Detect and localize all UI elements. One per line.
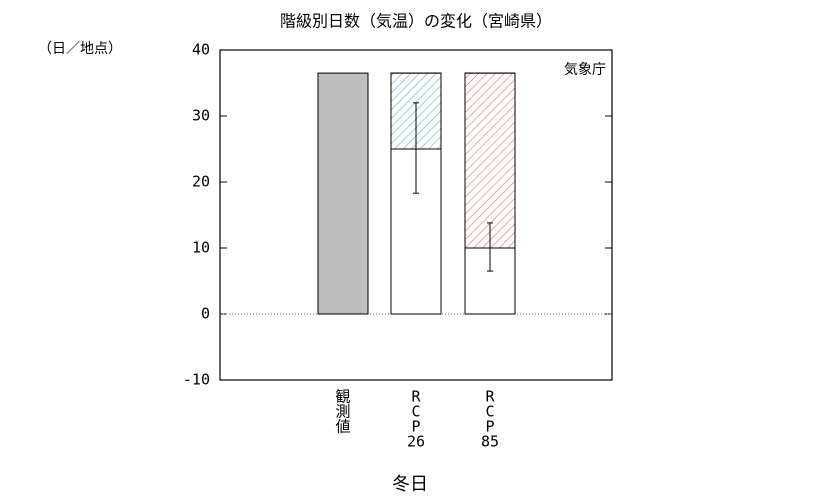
x-tick-label: 値: [335, 418, 350, 436]
x-tick-label: P: [485, 418, 494, 436]
y-tick-label: 30: [192, 107, 210, 125]
y-tick-label: -10: [183, 371, 210, 389]
x-tick-label: C: [485, 403, 494, 421]
plot-frame: [219, 49, 613, 381]
x-tick-label: 観: [335, 388, 350, 406]
annotation: 気象庁: [564, 62, 606, 78]
chart-title: 階級別日数（気温）の変化（宮崎県）: [280, 12, 552, 31]
y-tick-label: 0: [201, 305, 210, 323]
x-axis-label: 冬日: [392, 474, 428, 495]
bar: [464, 72, 516, 249]
x-tick-label: R: [485, 388, 495, 406]
y-tick-label: 20: [192, 173, 210, 191]
x-tick-label: P: [411, 418, 420, 436]
x-tick-label: C: [411, 403, 420, 421]
y-tick-label: 40: [192, 41, 210, 59]
x-tick-label: R: [411, 388, 421, 406]
y-axis-label: （日／地点）: [38, 41, 122, 57]
y-tick-label: 10: [192, 239, 210, 257]
x-tick-label: 26: [407, 433, 425, 451]
x-tick-label: 測: [335, 403, 350, 421]
bar: [317, 72, 369, 315]
x-tick-label: 85: [481, 433, 499, 451]
